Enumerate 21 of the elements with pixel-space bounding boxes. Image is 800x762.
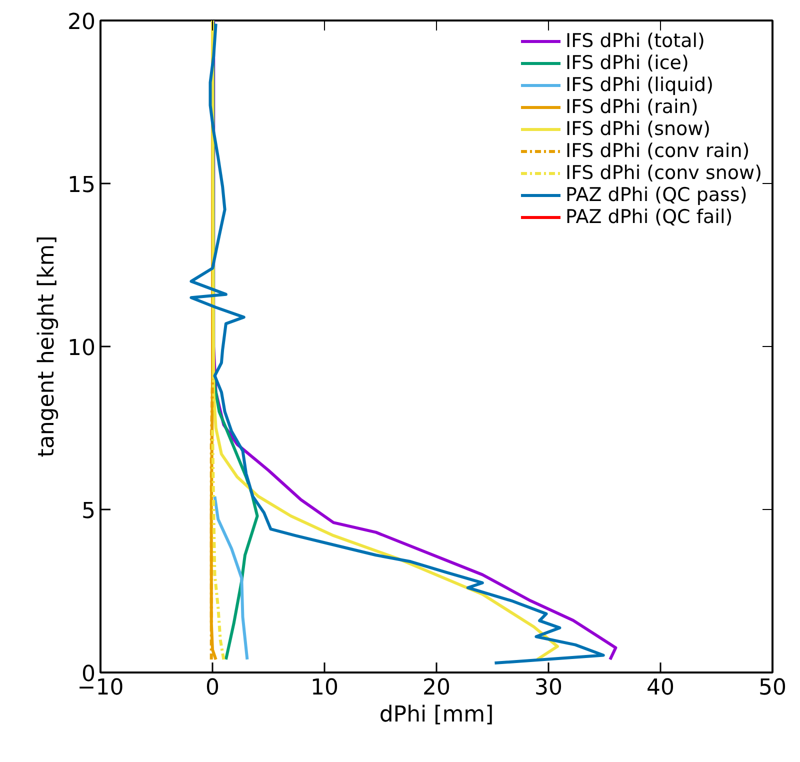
x-tick-label: 20 [422, 676, 451, 700]
x-tick-label: 0 [206, 676, 220, 700]
legend-label: IFS dPhi (total) [565, 30, 705, 52]
y-tick-label: 15 [68, 173, 96, 198]
x-tick-label: 10 [310, 676, 339, 700]
legend-label: IFS dPhi (snow) [565, 118, 711, 140]
legend-label: PAZ dPhi (QC pass) [565, 184, 748, 206]
legend-label: IFS dPhi (conv snow) [565, 162, 762, 184]
x-tick-label: 40 [646, 676, 675, 700]
y-tick-label: 20 [68, 10, 96, 35]
legend-label: IFS dPhi (ice) [565, 52, 689, 74]
x-tick-label: 50 [758, 676, 787, 700]
y-tick-label: 5 [82, 499, 96, 524]
y-axis-title: tangent height [km] [34, 236, 60, 458]
legend-label: IFS dPhi (rain) [565, 96, 698, 118]
legend-label: PAZ dPhi (QC fail) [565, 206, 733, 228]
x-tick-label: 30 [534, 676, 563, 700]
x-axis-title: dPhi [mm] [379, 702, 494, 728]
y-tick-label: 10 [68, 336, 96, 361]
legend-label: IFS dPhi (liquid) [565, 74, 714, 96]
legend-label: IFS dPhi (conv rain) [565, 140, 750, 162]
